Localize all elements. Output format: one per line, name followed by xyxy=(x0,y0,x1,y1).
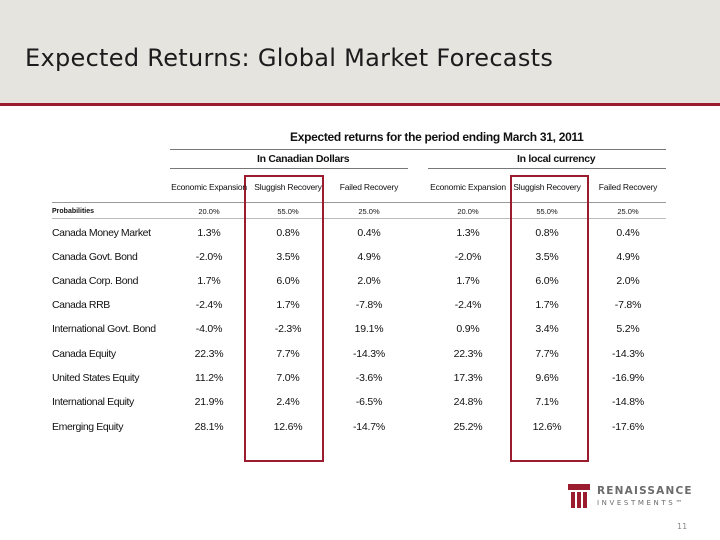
table-title: Expected returns for the period ending M… xyxy=(290,130,584,144)
table-cell: 0.9% xyxy=(456,323,480,335)
column-header: Failed Recovery xyxy=(598,182,658,192)
highlight-sluggish-local xyxy=(510,175,589,462)
table-cell: 2.0% xyxy=(616,275,640,287)
table-cell: -2.4% xyxy=(454,299,482,311)
table-cell: -4.0% xyxy=(195,323,223,335)
column-header: Economic Expansion xyxy=(430,182,506,192)
table-cell: 21.9% xyxy=(194,396,224,408)
slide-header: Expected Returns: Global Market Forecast… xyxy=(0,0,720,103)
table-cell: -2.3% xyxy=(274,323,302,335)
table-cell: 12.6% xyxy=(532,421,562,433)
table-cell: 5.2% xyxy=(616,323,640,335)
row-label: Canada Equity xyxy=(52,348,116,360)
table-cell: -14.8% xyxy=(611,396,645,408)
table-cell: 0.4% xyxy=(616,227,640,239)
probability-value: 20.0% xyxy=(198,207,220,216)
row-label: International Equity xyxy=(52,396,134,408)
logo-subtext: INVESTMENTS™ xyxy=(597,499,685,507)
table-cell: 0.4% xyxy=(357,227,381,239)
table-cell: 24.8% xyxy=(453,396,483,408)
table-cell: -2.4% xyxy=(195,299,223,311)
table-cell: 9.6% xyxy=(535,372,559,384)
table-cell: -14.7% xyxy=(352,421,386,433)
probabilities-label: Probabilities xyxy=(52,208,95,215)
column-header: Sluggish Recovery xyxy=(254,182,322,192)
probabilities-rule xyxy=(52,218,666,219)
column-header: Sluggish Recovery xyxy=(513,182,581,192)
table-cell: 3.4% xyxy=(535,323,559,335)
header-rule xyxy=(0,103,720,106)
logo-text: RENAISSANCE xyxy=(597,485,693,497)
group-rule-local xyxy=(428,168,666,169)
table-cell: 6.0% xyxy=(276,275,300,287)
header-rule-bottom xyxy=(52,202,666,203)
row-label: Canada RRB xyxy=(52,299,110,311)
table-cell: -16.9% xyxy=(611,372,645,384)
probability-value: 25.0% xyxy=(617,207,639,216)
row-label: Canada Corp. Bond xyxy=(52,275,139,287)
table-cell: -7.8% xyxy=(614,299,642,311)
slide-title: Expected Returns: Global Market Forecast… xyxy=(25,44,554,72)
table-cell: 1.7% xyxy=(535,299,559,311)
column-header: Failed Recovery xyxy=(339,182,399,192)
group-title-cad: In Canadian Dollars xyxy=(257,153,350,165)
table-cell: -6.5% xyxy=(355,396,383,408)
row-label: Canada Govt. Bond xyxy=(52,251,138,263)
probability-value: 55.0% xyxy=(277,207,299,216)
table-cell: 25.2% xyxy=(453,421,483,433)
table-cell: 1.3% xyxy=(456,227,480,239)
probability-value: 55.0% xyxy=(536,207,558,216)
table-cell: -14.3% xyxy=(352,348,386,360)
table-cell: -14.3% xyxy=(611,348,645,360)
page-number: 11 xyxy=(677,522,688,531)
highlight-sluggish-cad xyxy=(244,175,324,462)
table-cell: 7.1% xyxy=(535,396,559,408)
row-label: International Govt. Bond xyxy=(52,323,156,335)
table-cell: 3.5% xyxy=(535,251,559,263)
table-cell: 4.9% xyxy=(357,251,381,263)
probability-value: 20.0% xyxy=(457,207,479,216)
table-cell: 0.8% xyxy=(276,227,300,239)
table-cell: 22.3% xyxy=(453,348,483,360)
table-cell: 6.0% xyxy=(535,275,559,287)
table-cell: 4.9% xyxy=(616,251,640,263)
table-cell: 12.6% xyxy=(273,421,303,433)
table-cell: 7.7% xyxy=(276,348,300,360)
table-rule-top xyxy=(170,149,666,150)
row-label: United States Equity xyxy=(52,372,140,384)
table-cell: 7.7% xyxy=(535,348,559,360)
table-cell: -17.6% xyxy=(611,421,645,433)
table-cell: 7.0% xyxy=(276,372,300,384)
table-cell: -2.0% xyxy=(195,251,223,263)
table-cell: 19.1% xyxy=(354,323,384,335)
group-title-local: In local currency xyxy=(517,153,596,165)
table-cell: 17.3% xyxy=(453,372,483,384)
table-cell: 22.3% xyxy=(194,348,224,360)
row-label: Emerging Equity xyxy=(52,421,124,433)
table-cell: 2.0% xyxy=(357,275,381,287)
probability-value: 25.0% xyxy=(358,207,380,216)
row-label: Canada Money Market xyxy=(52,227,151,239)
table-cell: -3.6% xyxy=(355,372,383,384)
group-rule-cad xyxy=(170,168,408,169)
table-cell: 0.8% xyxy=(535,227,559,239)
table-cell: 1.7% xyxy=(197,275,221,287)
renaissance-logo-icon xyxy=(568,484,590,508)
table-cell: 3.5% xyxy=(276,251,300,263)
table-cell: 1.7% xyxy=(456,275,480,287)
table-cell: 1.3% xyxy=(197,227,221,239)
table-cell: 28.1% xyxy=(194,421,224,433)
table-cell: -2.0% xyxy=(454,251,482,263)
column-header: Economic Expansion xyxy=(171,182,247,192)
table-cell: 1.7% xyxy=(276,299,300,311)
table-cell: -7.8% xyxy=(355,299,383,311)
table-cell: 11.2% xyxy=(195,372,223,384)
table-cell: 2.4% xyxy=(276,396,300,408)
